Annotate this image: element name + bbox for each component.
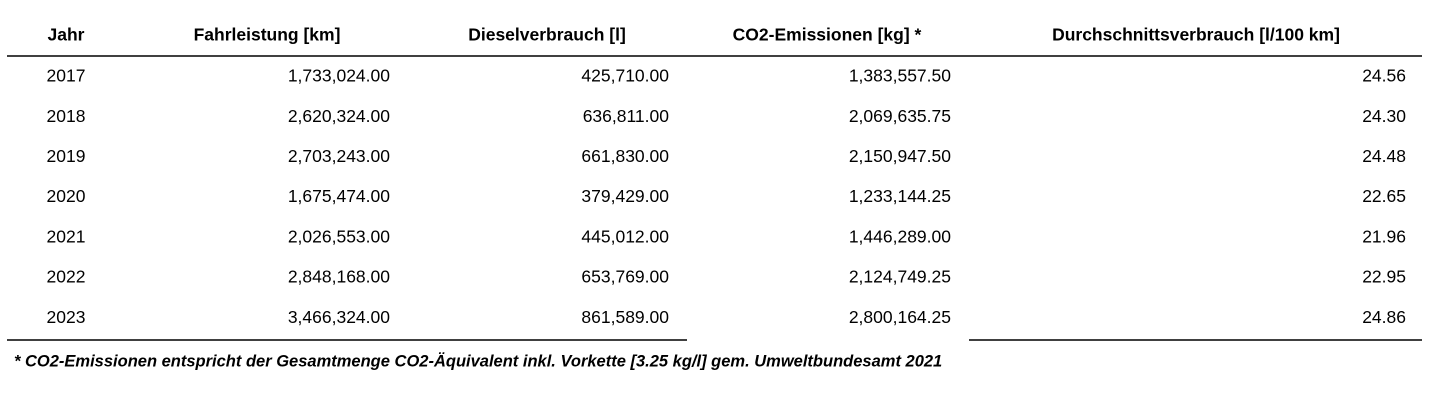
table-cell: 2020 (47, 186, 86, 206)
table-cell: 3,466,324.00 (288, 307, 390, 327)
column-header: Dieselverbrauch [l] (468, 25, 626, 45)
column-header: CO2-Emissionen [kg] * (733, 25, 922, 45)
table-cell: 445,012.00 (581, 226, 669, 246)
table-cell: 21.96 (1362, 226, 1406, 246)
table-cell: 425,710.00 (581, 66, 669, 86)
table-cell: 2,069,635.75 (849, 106, 951, 126)
table-cell: 653,769.00 (581, 267, 669, 287)
table-cell: 2021 (47, 226, 86, 246)
table-cell: 1,233,144.25 (849, 186, 951, 206)
table-cell: 1,446,289.00 (849, 226, 951, 246)
table-cell: 2022 (47, 267, 86, 287)
table-cell: 661,830.00 (581, 146, 669, 166)
table-cell: 2023 (47, 307, 86, 327)
table-cell: 2,124,749.25 (849, 267, 951, 287)
table-cell: 2018 (47, 106, 86, 126)
table-cell: 24.30 (1362, 106, 1406, 126)
footnote: * CO2-Emissionen entspricht der Gesamtme… (14, 352, 942, 370)
table-cell: 2,703,243.00 (288, 146, 390, 166)
table-cell: 22.95 (1362, 267, 1406, 287)
table-cell: 2,620,324.00 (288, 106, 390, 126)
table-cell: 1,733,024.00 (288, 66, 390, 86)
table-cell: 379,429.00 (581, 186, 669, 206)
table-cell: 24.56 (1362, 66, 1406, 86)
column-header: Durchschnittsverbrauch [l/100 km] (1052, 25, 1340, 45)
table-cell: 861,589.00 (581, 307, 669, 327)
table-cell: 2,026,553.00 (288, 226, 390, 246)
table-cell: 1,675,474.00 (288, 186, 390, 206)
column-header: Jahr (48, 25, 85, 45)
table-cell: 24.48 (1362, 146, 1406, 166)
table-cell: 2,848,168.00 (288, 267, 390, 287)
table-cell: 22.65 (1362, 186, 1406, 206)
table-cell: 2,150,947.50 (849, 146, 951, 166)
table-cell: 2017 (47, 66, 86, 86)
column-header: Fahrleistung [km] (194, 25, 341, 45)
table-cell: 2,800,164.25 (849, 307, 951, 327)
table-cell: 24.86 (1362, 307, 1406, 327)
table-cell: 1,383,557.50 (849, 66, 951, 86)
table-cell: 636,811.00 (583, 106, 670, 126)
table-cell: 2019 (47, 146, 86, 166)
